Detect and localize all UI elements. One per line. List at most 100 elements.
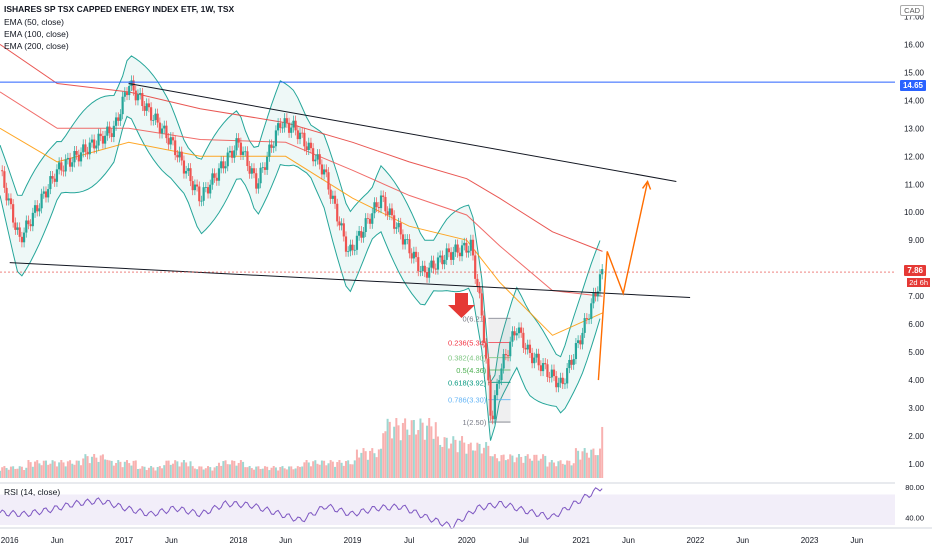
currency-badge[interactable]: CAD (900, 5, 924, 16)
trend-line-2 (9, 262, 691, 299)
volume-bar (270, 467, 273, 478)
volume-bar (132, 460, 135, 478)
candle-body (287, 122, 291, 133)
candle-body (169, 137, 172, 145)
bollinger-fill (0, 55, 600, 441)
candle-body (301, 132, 304, 134)
ema-line-1 (0, 127, 603, 336)
candle-body (498, 380, 501, 384)
volume-bar (493, 454, 496, 478)
volume-bar (500, 455, 503, 478)
candle-body (309, 142, 313, 149)
volume-bar (482, 447, 485, 478)
candle-body (563, 383, 567, 385)
candle-body (110, 133, 113, 138)
candle-body (224, 166, 227, 169)
candle-body (215, 177, 218, 181)
volume-bar (528, 458, 531, 478)
volume-bar (384, 431, 387, 478)
candle-body (82, 144, 85, 153)
volume-bar (235, 465, 238, 478)
candle-body (22, 232, 26, 243)
volume-bar (9, 466, 12, 478)
candle-body (439, 255, 442, 258)
candle-body (331, 195, 334, 199)
candle-body (206, 187, 210, 194)
volume-bar (281, 466, 284, 478)
volume-bar (88, 463, 91, 478)
volume-bar (16, 468, 19, 478)
volume-bar (198, 466, 201, 478)
candle-body (222, 161, 225, 169)
ema-line-2 (0, 91, 603, 297)
candle-body (27, 220, 30, 225)
volume-bar (77, 460, 80, 478)
price-tick: 17.00 (904, 12, 925, 21)
volume-bar (382, 433, 385, 478)
candle-body (447, 248, 451, 253)
fib-level-label: 1(2.50) (463, 418, 487, 427)
candle-body (62, 170, 65, 172)
candle-body (360, 231, 363, 238)
legend-ema-100[interactable]: EMA (100, close) (4, 29, 69, 39)
candle-body (368, 218, 372, 224)
projection-line (597, 181, 649, 381)
price-tick: 5.00 (908, 348, 924, 357)
volume-bar (255, 466, 258, 478)
volume-bar (204, 468, 207, 478)
volume-bar (566, 460, 569, 478)
candle-body (390, 208, 394, 216)
candle-body (373, 202, 376, 214)
rsi-panel (0, 482, 895, 529)
volume-bar (285, 469, 288, 478)
rsi-label[interactable]: RSI (14, close) (4, 487, 61, 497)
time-tick: Jun (736, 536, 749, 545)
candle-body (443, 259, 446, 265)
candle-body (64, 159, 67, 172)
time-tick: Jun (51, 536, 64, 545)
candle-body (318, 154, 321, 165)
candle-body (419, 271, 422, 272)
time-tick: 2020 (458, 536, 476, 545)
time-tick: Jul (404, 536, 414, 545)
candle-body (274, 130, 278, 147)
volume-bar (3, 466, 6, 478)
candle-body (362, 232, 365, 238)
candle-body (511, 331, 514, 342)
volume-bar (141, 466, 144, 478)
volume-bar (517, 454, 520, 478)
volume-bar (344, 461, 347, 478)
volume-bar (66, 461, 69, 478)
volume-bar (585, 452, 588, 478)
volume-bar (489, 456, 492, 478)
volume-bar (430, 426, 433, 478)
volume-bar (136, 468, 139, 478)
price-tick: 1.00 (908, 460, 924, 469)
volume-bar (143, 466, 146, 478)
candle-body (572, 359, 575, 365)
candle-body (152, 120, 155, 121)
volume-bar (42, 460, 45, 478)
candle-body (257, 183, 260, 189)
volume-bar (53, 461, 56, 478)
price-tick: 14.00 (904, 96, 925, 105)
candle-body (143, 106, 146, 111)
candle-body (487, 358, 490, 381)
candle-body (134, 90, 137, 101)
legend-ema-200[interactable]: EMA (200, close) (4, 41, 69, 51)
candle-body (522, 332, 525, 348)
volume-bar (375, 457, 378, 478)
candle-body (441, 255, 444, 265)
candle-body (305, 146, 308, 150)
volume-bar (465, 453, 468, 478)
volume-bar (239, 460, 242, 478)
candle-body (200, 200, 203, 202)
legend-ema-50[interactable]: EMA (50, close) (4, 17, 64, 27)
candle-body (195, 184, 199, 187)
candle-body (351, 244, 354, 251)
volume-bar (126, 460, 129, 478)
volume-bar (415, 434, 418, 478)
candle-body (149, 107, 153, 121)
volume-bar (522, 462, 525, 478)
